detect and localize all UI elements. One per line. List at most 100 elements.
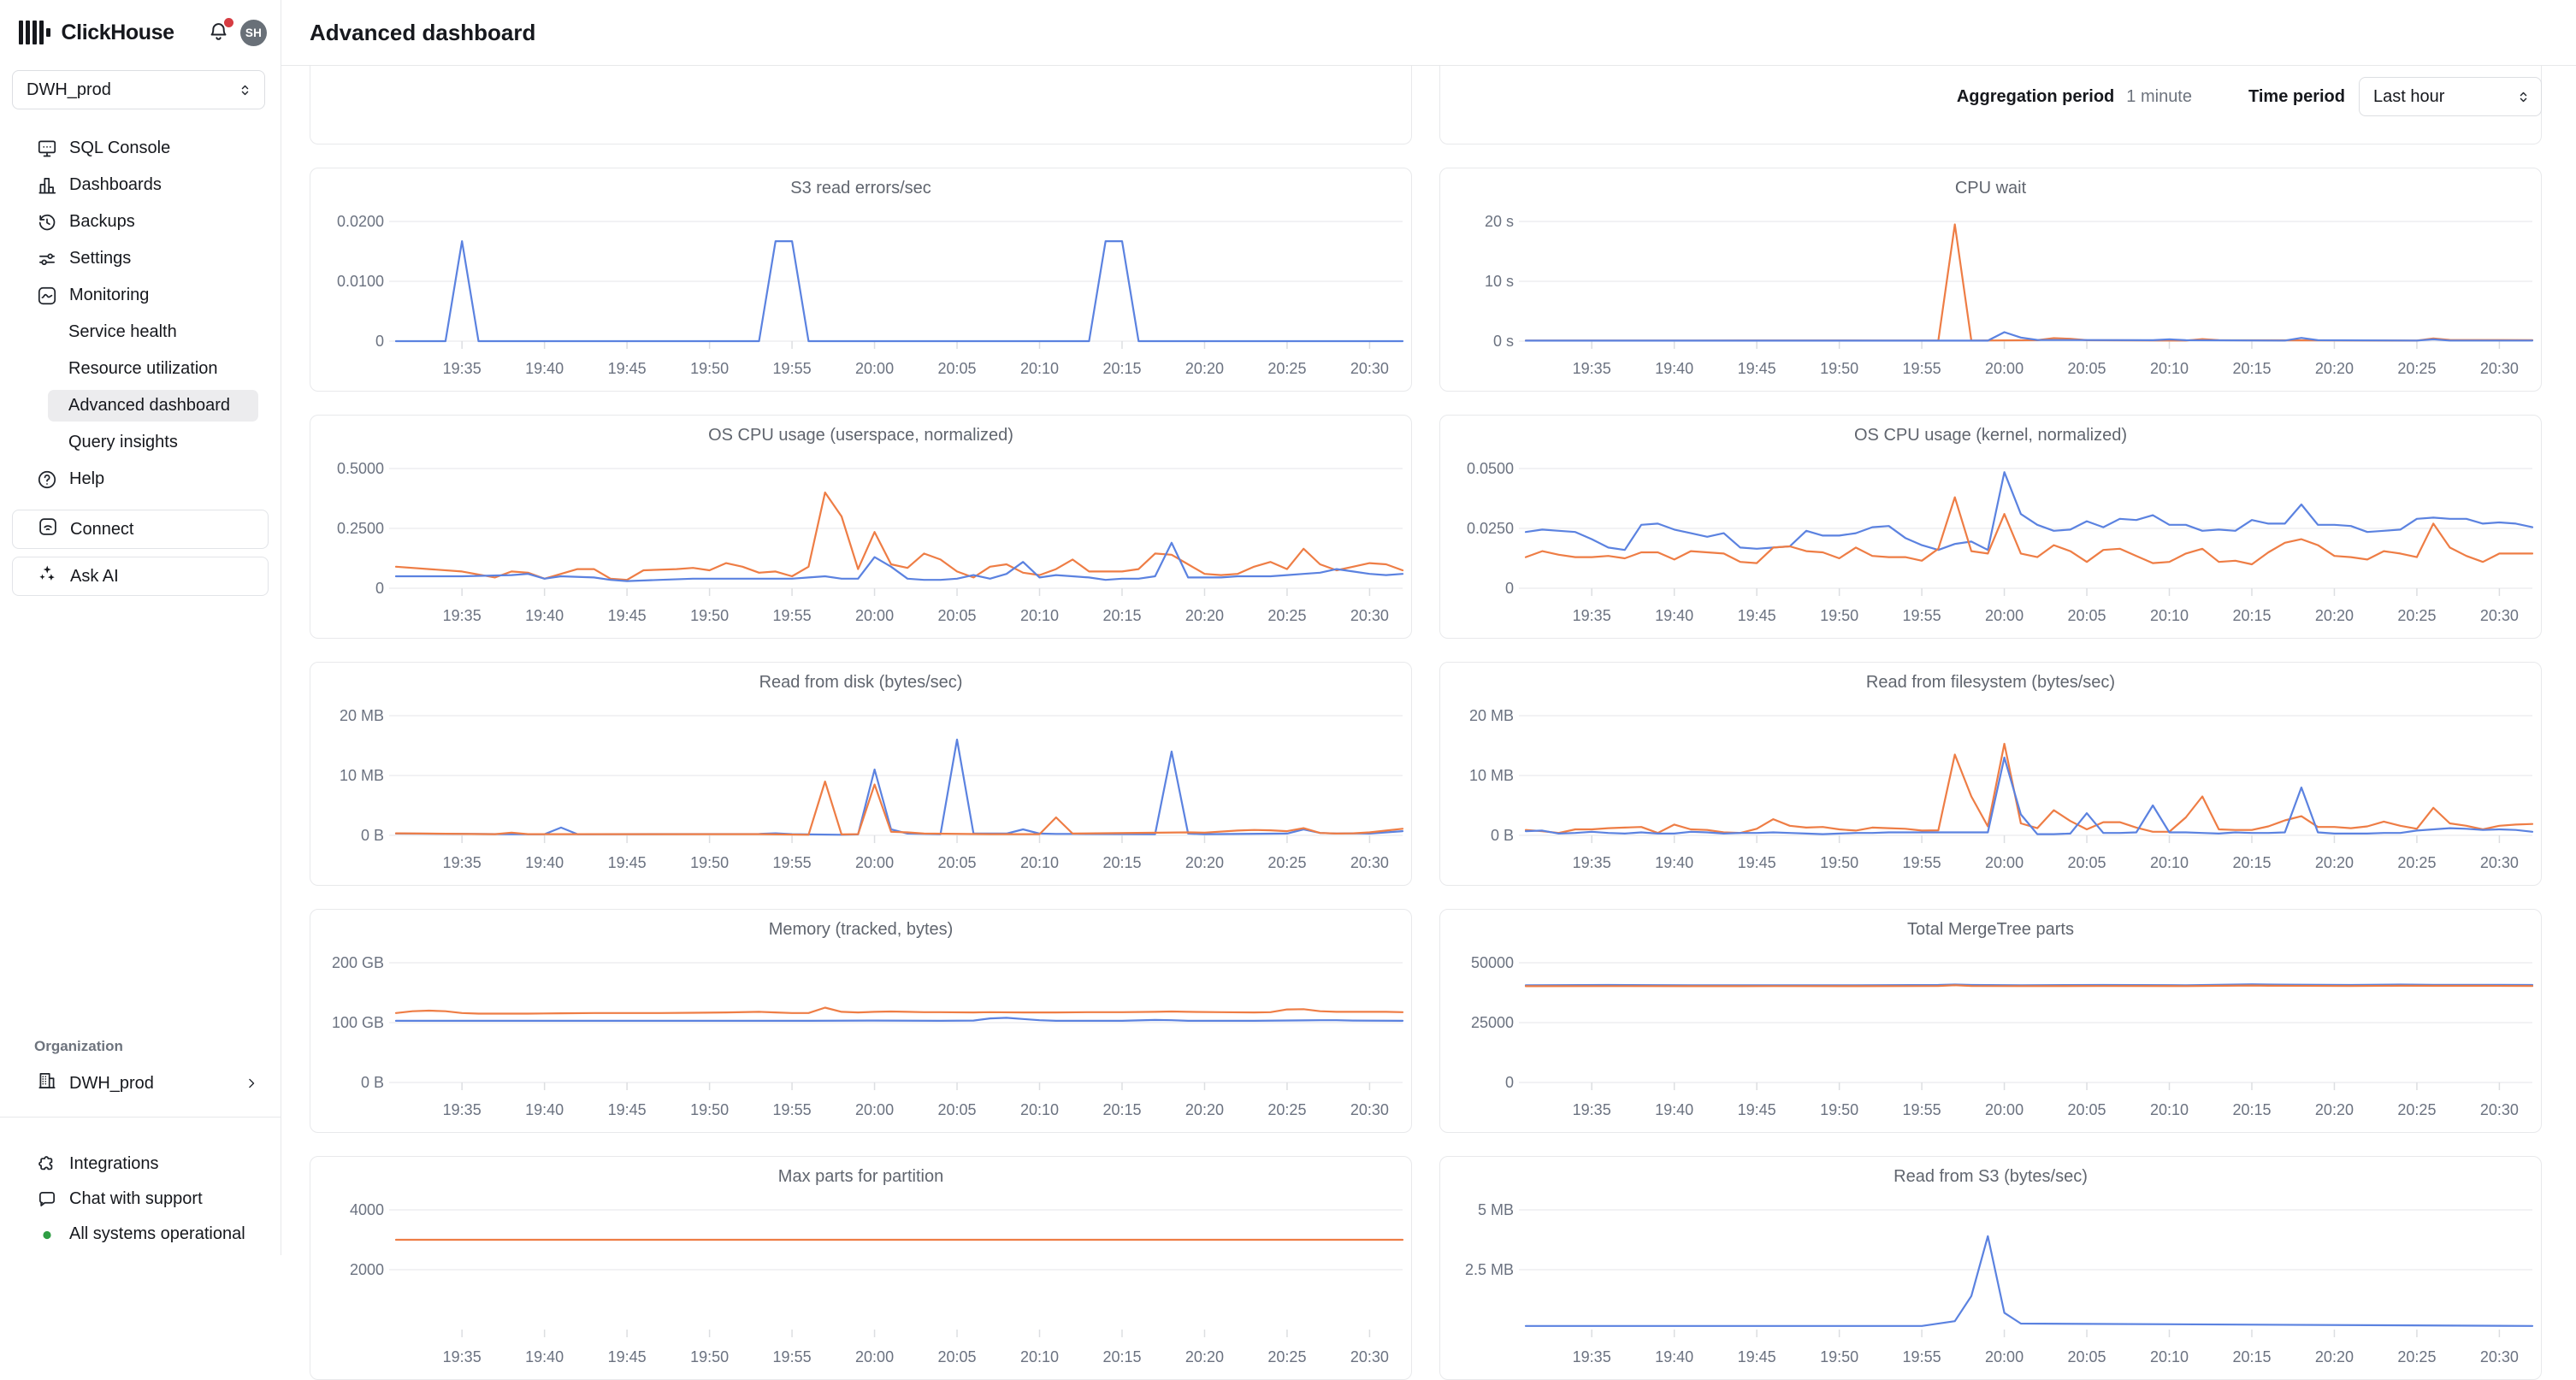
svg-text:19:45: 19:45 (1738, 854, 1776, 871)
backups-icon (36, 211, 58, 233)
dashboards-icon (36, 174, 58, 197)
svg-text:20:00: 20:00 (855, 607, 894, 624)
sidebar-item-dashboards[interactable]: Dashboards (0, 167, 281, 203)
chart-card-total-mergetree-parts: 50000 25000 0 19:35 19:40 19:45 19:50 19:55 20:0… (1439, 909, 2542, 1133)
svg-text:20:20: 20:20 (2315, 360, 2354, 377)
svg-text:20:10: 20:10 (1020, 1101, 1059, 1118)
svg-text:20:30: 20:30 (2480, 607, 2519, 624)
chart-card-cpu-wait: 20 s 10 s 0 s 19:35 19:40 19:45 19:50 19:55 20:0… (1439, 168, 2542, 392)
service-selector-value: DWH_prod (27, 80, 111, 99)
svg-text:0: 0 (1505, 580, 1514, 597)
svg-text:20:25: 20:25 (2397, 360, 2436, 377)
svg-text:20:10: 20:10 (2150, 360, 2189, 377)
svg-text:20:10: 20:10 (2150, 854, 2189, 871)
sidebar-item-label: Advanced dashboard (68, 396, 231, 415)
svg-text:20:05: 20:05 (2068, 360, 2106, 377)
svg-text:20:15: 20:15 (2232, 1348, 2271, 1365)
svg-text:20:30: 20:30 (2480, 1101, 2519, 1118)
footer-item-integrations[interactable]: Integrations (0, 1147, 281, 1182)
sidebar-item-help[interactable]: Help (0, 461, 281, 498)
sidebar-item-service-health[interactable]: Service health (0, 314, 281, 351)
svg-text:20:00: 20:00 (1985, 1348, 2024, 1365)
chart-plot: 0.0500 0.0250 0 19:35 19:40 19:45 19:50 19:55 20… (1467, 460, 2534, 624)
footer-item-all-systems-operational[interactable]: All systems operational (0, 1217, 281, 1252)
building-icon (36, 1070, 58, 1097)
time-period-value: Last hour (2373, 86, 2445, 106)
top-bar (281, 0, 2576, 66)
chart-card-partial (1439, 65, 2542, 144)
svg-text:10 s: 10 s (1485, 273, 1514, 290)
svg-text:19:45: 19:45 (1738, 607, 1776, 624)
footer-item-chat-with-support[interactable]: Chat with support (0, 1182, 281, 1217)
svg-text:19:35: 19:35 (1573, 1348, 1611, 1365)
svg-text:20:30: 20:30 (1350, 1101, 1389, 1118)
chart-card-os-cpu-usage-kernel-normalized: 0.0500 0.0250 0 19:35 19:40 19:45 19:50 19:55 20… (1439, 415, 2542, 639)
chart-plot: 20 MB 10 MB 0 B 19:35 19:40 19:45 19:50 19:55 20… (1469, 707, 2534, 871)
svg-text:20:30: 20:30 (2480, 854, 2519, 871)
svg-text:19:55: 19:55 (1903, 607, 1941, 624)
svg-text:19:35: 19:35 (1573, 360, 1611, 377)
svg-text:19:55: 19:55 (1903, 854, 1941, 871)
svg-text:19:45: 19:45 (608, 854, 647, 871)
svg-text:20:20: 20:20 (1185, 854, 1224, 871)
svg-text:0.2500: 0.2500 (337, 520, 384, 537)
svg-text:19:40: 19:40 (525, 1101, 564, 1118)
svg-text:20:20: 20:20 (1185, 607, 1224, 624)
svg-text:0 B: 0 B (361, 1074, 384, 1091)
svg-text:20:25: 20:25 (1267, 1101, 1306, 1118)
svg-text:19:40: 19:40 (525, 607, 564, 624)
chart-plot: 50000 25000 0 19:35 19:40 19:45 19:50 19:55 20:0… (1471, 954, 2534, 1118)
service-selector[interactable]: DWH_prod (12, 70, 265, 109)
svg-text:19:50: 19:50 (690, 607, 729, 624)
chart-title: S3 read errors/sec (790, 179, 931, 198)
sidebar-item-backups[interactable]: Backups (0, 203, 281, 240)
sidebar-item-label: Resource utilization (68, 359, 218, 378)
sidebar-item-monitoring[interactable]: Monitoring (0, 277, 281, 314)
sidebar-item-query-insights[interactable]: Query insights (0, 424, 281, 461)
svg-text:0.0500: 0.0500 (1467, 460, 1514, 477)
page-title: Advanced dashboard (310, 20, 536, 45)
svg-text:20:15: 20:15 (2232, 360, 2271, 377)
svg-text:19:40: 19:40 (1655, 854, 1693, 871)
sidebar-item-label: Dashboards (69, 175, 162, 194)
svg-text:19:40: 19:40 (1655, 1101, 1693, 1118)
footer-item-label: Chat with support (69, 1189, 203, 1208)
notifications-bell-icon[interactable] (206, 18, 233, 48)
svg-text:19:50: 19:50 (1820, 1348, 1858, 1365)
svg-text:4000: 4000 (350, 1201, 384, 1218)
sidebar-item-settings[interactable]: Settings (0, 240, 281, 277)
svg-text:2.5 MB: 2.5 MB (1465, 1261, 1514, 1278)
chart-card-max-parts-for-partition: 4000 2000 19:35 19:40 19:45 19:50 19:55 20:00 20… (310, 1156, 1412, 1380)
svg-text:0 B: 0 B (1491, 827, 1514, 844)
sidebar-item-advanced-dashboard[interactable]: Advanced dashboard (0, 387, 281, 424)
notification-dot (224, 18, 233, 27)
time-period-select[interactable]: Last hour (2359, 77, 2542, 116)
svg-text:20:20: 20:20 (1185, 360, 1224, 377)
bell-icon (206, 23, 231, 48)
ask-ai-button[interactable]: Ask AI (12, 557, 269, 596)
svg-text:19:40: 19:40 (1655, 1348, 1693, 1365)
status-dot (36, 1224, 58, 1246)
svg-text:19:50: 19:50 (690, 854, 729, 871)
svg-text:20 MB: 20 MB (1469, 707, 1514, 724)
settings-icon (36, 248, 58, 270)
svg-text:20:10: 20:10 (1020, 360, 1059, 377)
svg-text:2000: 2000 (350, 1261, 384, 1278)
connect-button[interactable]: Connect (12, 510, 269, 549)
svg-text:20:15: 20:15 (1102, 1348, 1141, 1365)
sidebar-item-sql-console[interactable]: SQL Console (0, 130, 281, 167)
svg-text:20:25: 20:25 (1267, 854, 1306, 871)
sidebar-item-resource-utilization[interactable]: Resource utilization (0, 351, 281, 387)
svg-text:20:20: 20:20 (2315, 1101, 2354, 1118)
svg-text:19:50: 19:50 (1820, 1101, 1858, 1118)
chart-plot: 5 MB 2.5 MB 19:35 19:40 19:45 19:50 19:55 20:00… (1465, 1201, 2534, 1365)
svg-text:19:40: 19:40 (1655, 607, 1693, 624)
organization-switcher[interactable]: DWH_prod (0, 1064, 281, 1103)
organization-section-label: Organization (34, 1038, 123, 1054)
aggregation-period-value: 1 minute (2126, 86, 2192, 106)
user-avatar[interactable]: SH (240, 19, 267, 46)
svg-text:19:50: 19:50 (690, 360, 729, 377)
svg-text:0 B: 0 B (361, 827, 384, 844)
dashboard-content: 0.0200 0.0100 0 19:35 19:40 19:45 19:50 19:55 20… (281, 65, 2576, 1380)
svg-text:0.5000: 0.5000 (337, 460, 384, 477)
